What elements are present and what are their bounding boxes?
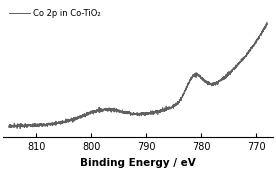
Line: Co 2p in Co-TiO₂: Co 2p in Co-TiO₂ — [9, 23, 267, 129]
Co 2p in Co-TiO₂ — [21, 124, 24, 126]
Co 2p in Co-TiO₂ — [133, 112, 136, 114]
Co 2p in Co-TiO₂ — [258, 35, 261, 37]
X-axis label: Binding Energy / eV: Binding Energy / eV — [80, 157, 196, 168]
Co 2p in Co-TiO₂ — [18, 128, 22, 130]
Co 2p in Co-TiO₂ — [258, 35, 261, 37]
Co 2p in Co-TiO₂ — [7, 125, 10, 127]
Legend: Co 2p in Co-TiO₂: Co 2p in Co-TiO₂ — [8, 8, 103, 20]
Co 2p in Co-TiO₂ — [211, 82, 214, 84]
Co 2p in Co-TiO₂ — [266, 22, 269, 24]
Co 2p in Co-TiO₂ — [126, 111, 129, 113]
